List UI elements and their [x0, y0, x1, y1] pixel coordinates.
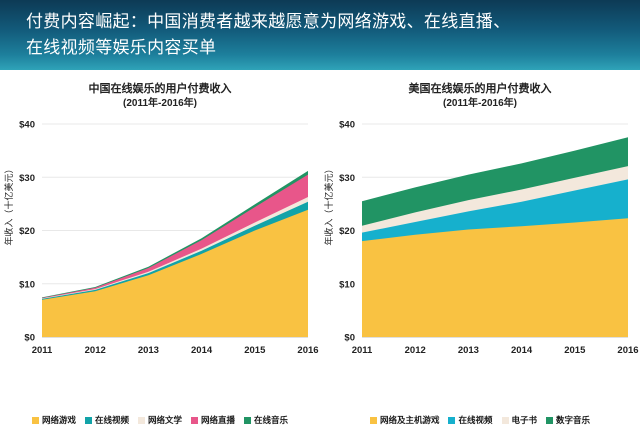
x-axis-tick-label: 2011	[32, 345, 53, 356]
header-banner: 付费内容崛起：中国消费者越来越愿意为网络游戏、在线直播、 在线视频等娱乐内容买单	[0, 0, 640, 70]
x-axis-tick-label: 2015	[564, 345, 586, 356]
legend-item-label: 网络文学	[147, 415, 182, 425]
x-axis-tick-label: 2015	[244, 345, 266, 356]
legend-swatch-icon	[244, 416, 252, 424]
chart-subtitle-usa: (2011年-2016年)	[443, 98, 517, 109]
y-axis-tick-label: $10	[19, 279, 35, 290]
legend-item[interactable]: 网络文学	[137, 415, 182, 425]
legend-item[interactable]: 网络直播	[191, 415, 235, 425]
page-title: 付费内容崛起：中国消费者越来越愿意为网络游戏、在线直播、 在线视频等娱乐内容买单	[26, 12, 511, 57]
area-chart-usa: $0 $10 $20 $30 $40 2011 2012 2013 2014 2015 2016	[339, 120, 638, 357]
legend-swatch-icon	[448, 416, 456, 424]
x-axis-tick-label: 2014	[191, 345, 213, 356]
area-series	[362, 218, 628, 337]
y-axis-tick-label: $30	[19, 173, 35, 184]
y-axis-tick-label: $0	[344, 333, 355, 344]
legend-item-label: 数字音乐	[556, 415, 591, 425]
legend-item-label: 网络直播	[201, 415, 236, 425]
legend-item-label: 在线视频	[458, 415, 493, 425]
legend-china: 网络游戏 在线视频 网络文学 网络直播 在线音乐	[0, 415, 320, 425]
chart-panel-china: 中国在线娱乐的用户付费收入 (2011年-2016年) 年收入（十亿美元） $0…	[0, 70, 320, 431]
x-axis-tick-label: 2011	[352, 345, 373, 356]
y-axis-tick-label: $30	[339, 173, 355, 184]
x-axis-tick-label: 2013	[458, 345, 479, 356]
chart-title-usa: 美国在线娱乐的用户付费收入	[408, 83, 552, 95]
x-axis-tick-label: 2012	[85, 345, 106, 356]
y-axis-tick-label: $20	[19, 226, 35, 237]
y-axis-tick-label: $10	[339, 279, 355, 290]
y-axis-tick-label: $40	[19, 120, 35, 131]
legend-swatch-icon	[84, 416, 92, 424]
plot-area-china: $0 $10 $20 $30 $40 2011 2012 2013 2014 2015 2016	[0, 112, 320, 382]
legend-swatch-icon	[137, 416, 145, 424]
legend-usa: 网络及主机游戏 在线视频 电子书 数字音乐	[320, 415, 640, 425]
x-axis-tick-label: 2013	[138, 345, 159, 356]
legend-item[interactable]: 网络游戏	[31, 415, 76, 425]
area-series	[42, 209, 308, 337]
legend-item[interactable]: 网络及主机游戏	[369, 415, 440, 425]
legend-item[interactable]: 数字音乐	[546, 415, 590, 425]
legend-swatch-icon	[501, 416, 509, 424]
legend-item[interactable]: 在线视频	[84, 415, 129, 425]
legend-swatch-icon	[369, 416, 377, 424]
chart-title-china: 中国在线娱乐的用户付费收入	[88, 83, 232, 95]
y-axis-tick-label: $20	[339, 226, 355, 237]
y-axis-tick-label: $0	[24, 333, 35, 344]
x-axis-tick-label: 2016	[617, 345, 638, 356]
legend-swatch-icon	[546, 416, 554, 424]
charts-container: 中国在线娱乐的用户付费收入 (2011年-2016年) 年收入（十亿美元） $0…	[0, 70, 640, 431]
x-axis-tick-label: 2014	[511, 345, 533, 356]
legend-item[interactable]: 在线音乐	[244, 415, 288, 425]
legend-item[interactable]: 电子书	[501, 415, 538, 425]
y-axis-tick-label: $40	[339, 120, 355, 131]
x-axis-tick-label: 2012	[405, 345, 426, 356]
legend-item-label: 网络及主机游戏	[379, 415, 440, 425]
chart-panel-usa: 美国在线娱乐的用户付费收入 (2011年-2016年) 年收入（十亿美元） $0…	[320, 70, 640, 431]
legend-item-label: 电子书	[511, 415, 538, 425]
legend-item-label: 在线视频	[94, 415, 129, 425]
legend-item-label: 在线音乐	[254, 415, 289, 425]
plot-area-usa: $0 $10 $20 $30 $40 2011 2012 2013 2014 2015 2016	[320, 112, 640, 382]
x-axis-tick-label: 2016	[297, 345, 318, 356]
legend-swatch-icon	[31, 416, 39, 424]
legend-item[interactable]: 在线视频	[448, 415, 493, 425]
area-chart-china: $0 $10 $20 $30 $40 2011 2012 2013 2014 2015 2016	[19, 120, 318, 357]
legend-item-label: 网络游戏	[41, 415, 76, 425]
chart-subtitle-china: (2011年-2016年)	[123, 98, 197, 109]
legend-swatch-icon	[191, 416, 198, 424]
